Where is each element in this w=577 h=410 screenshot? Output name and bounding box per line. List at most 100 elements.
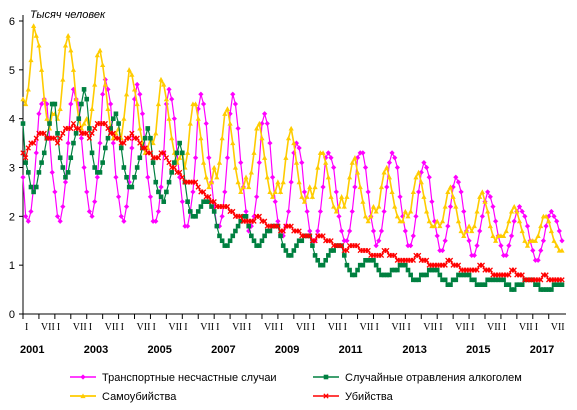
data-point <box>310 243 315 248</box>
data-point <box>320 262 326 268</box>
data-point <box>376 267 382 273</box>
x-tick-label: I <box>25 322 28 333</box>
data-point <box>30 140 37 146</box>
data-point <box>254 243 259 248</box>
data-point <box>373 208 379 214</box>
data-point <box>121 165 127 170</box>
data-point <box>23 160 28 165</box>
data-point <box>203 120 209 127</box>
data-point <box>89 130 95 136</box>
data-point <box>479 262 486 268</box>
data-point <box>219 213 225 219</box>
data-point <box>362 213 369 219</box>
x-year-label: 2005 <box>147 344 171 356</box>
data-point <box>349 272 355 278</box>
data-point <box>145 174 151 180</box>
data-point <box>219 238 225 244</box>
y-tick-label: 0 <box>9 309 15 321</box>
data-point <box>94 174 100 180</box>
x-tick-label: I <box>471 322 474 333</box>
x-tick-label: VII <box>168 322 182 333</box>
data-point <box>89 106 95 111</box>
data-point <box>357 262 363 268</box>
x-tick-label: VII <box>105 322 119 333</box>
legend-item: Убийства <box>313 391 394 403</box>
data-point <box>469 277 475 283</box>
data-point <box>257 243 262 248</box>
data-point <box>275 223 281 229</box>
data-point <box>411 277 416 283</box>
data-point <box>155 208 162 215</box>
x-year-label: 2015 <box>466 344 490 356</box>
data-point <box>333 208 339 214</box>
data-point <box>225 243 230 248</box>
data-point <box>538 247 544 254</box>
data-point <box>477 194 483 199</box>
x-tick-label: I <box>89 322 92 333</box>
data-point <box>506 282 512 287</box>
data-point <box>493 238 499 243</box>
x-tick-label: VII <box>296 322 310 333</box>
data-point <box>251 238 257 244</box>
data-point <box>73 96 79 102</box>
data-point <box>256 160 262 166</box>
data-point <box>22 155 29 161</box>
data-point <box>402 208 408 214</box>
data-point <box>519 208 525 215</box>
x-year-label: 2009 <box>275 344 299 356</box>
data-point <box>378 252 385 259</box>
data-point <box>442 277 448 283</box>
data-point <box>439 247 446 254</box>
data-point <box>169 170 174 175</box>
series-transport <box>20 77 565 263</box>
data-point <box>243 174 249 180</box>
data-point <box>240 184 246 190</box>
data-point <box>493 218 499 224</box>
data-point <box>410 257 416 263</box>
data-point <box>543 272 549 278</box>
data-point <box>389 189 395 194</box>
data-point <box>511 267 517 273</box>
data-point <box>171 116 177 122</box>
data-point <box>339 194 345 199</box>
data-point <box>466 223 472 229</box>
data-point <box>31 23 37 28</box>
data-point <box>118 213 124 219</box>
data-point <box>522 213 528 219</box>
data-point <box>182 223 188 229</box>
data-point <box>92 165 97 170</box>
data-point <box>442 238 448 244</box>
data-point <box>105 86 111 92</box>
data-point <box>161 81 167 87</box>
data-point <box>447 257 454 263</box>
data-point <box>187 209 193 214</box>
data-point <box>166 86 172 92</box>
data-point <box>280 243 286 248</box>
data-point <box>546 218 552 224</box>
data-point <box>153 179 159 185</box>
data-point <box>147 194 154 200</box>
data-point <box>559 247 565 253</box>
data-point <box>166 116 172 121</box>
data-point <box>384 164 390 170</box>
data-point <box>423 164 430 171</box>
data-point <box>264 120 270 127</box>
data-point <box>554 218 560 224</box>
data-point <box>235 223 241 229</box>
data-point <box>145 126 151 131</box>
data-point <box>286 253 291 258</box>
data-point <box>320 150 326 155</box>
data-point <box>163 155 170 161</box>
data-point <box>392 203 398 209</box>
data-point <box>285 208 292 215</box>
x-tick-label: I <box>184 322 187 333</box>
data-point <box>535 282 541 287</box>
data-point <box>352 184 358 190</box>
data-point <box>187 120 193 126</box>
data-point <box>386 174 393 180</box>
x-tick-label: I <box>407 322 410 333</box>
data-point <box>415 252 422 259</box>
data-point <box>57 218 63 224</box>
data-point <box>137 91 143 97</box>
x-tick-label: VII <box>200 322 214 333</box>
